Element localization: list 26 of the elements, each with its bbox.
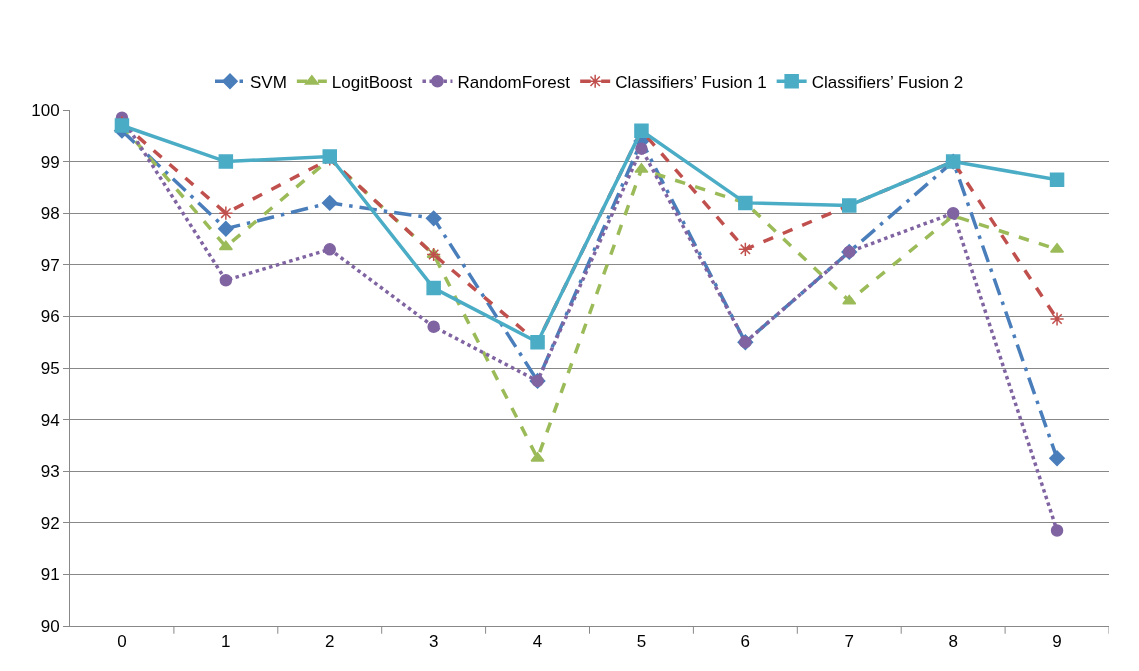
y-tick-label: 99: [40, 152, 60, 172]
y-tick-label: 100: [31, 100, 60, 120]
x-tick-label: 7: [844, 632, 854, 652]
legend-label: Classifiers’ Fusion 2: [811, 72, 964, 92]
y-tick-label: 96: [40, 307, 60, 327]
legend-label: RandomForest: [457, 72, 571, 92]
x-tick-label: 4: [532, 632, 543, 652]
y-tick-label: 97: [40, 255, 60, 275]
legend-label: Classifiers’ Fusion 1: [615, 72, 767, 92]
y-tick-label: 94: [40, 410, 60, 430]
y-tick-label: 95: [40, 358, 60, 378]
x-tick-label: 9: [1052, 632, 1062, 652]
x-tick-label: 1: [221, 632, 231, 652]
legend-label: SVM: [250, 72, 287, 92]
legend-label: LogitBoost: [331, 72, 413, 92]
y-tick-label: 90: [40, 616, 60, 636]
x-tick-label: 8: [948, 632, 958, 652]
x-tick-label: 3: [428, 632, 439, 652]
y-tick-label: 92: [40, 513, 60, 533]
x-tick-label: 6: [740, 632, 751, 652]
y-tick-label: 93: [40, 462, 60, 482]
y-tick-label: 91: [40, 565, 60, 585]
x-tick-label: 0: [117, 632, 127, 652]
y-tick-label: 98: [40, 204, 60, 224]
x-tick-label: 2: [325, 632, 335, 652]
x-tick-label: 5: [636, 632, 647, 652]
